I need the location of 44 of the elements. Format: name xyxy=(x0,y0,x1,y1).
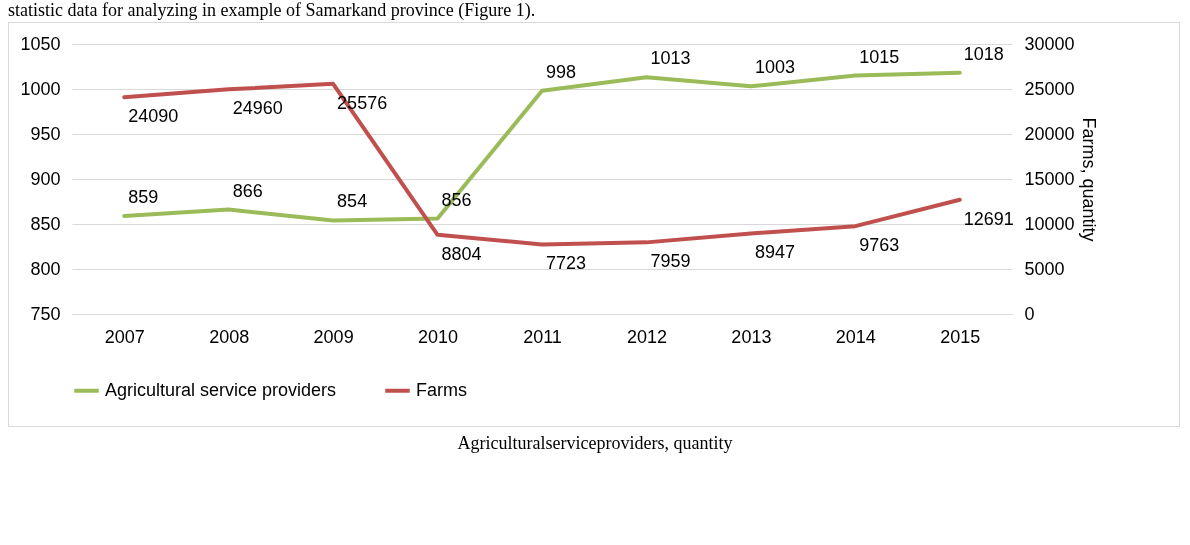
y-tick-label: 900 xyxy=(30,168,61,189)
x-tick-label: 2013 xyxy=(731,326,772,347)
y-tick-label: 800 xyxy=(30,258,61,279)
data-label: 8804 xyxy=(441,243,482,264)
x-tick-label: 2014 xyxy=(835,326,876,347)
y-tick-label: 1050 xyxy=(20,33,61,54)
legend-label: Agricultural service providers xyxy=(105,379,337,400)
y2-axis-title: Farms, quantity xyxy=(1078,117,1099,242)
data-label: 854 xyxy=(337,191,368,212)
y-tick-label: 850 xyxy=(30,213,61,234)
x-tick-label: 2012 xyxy=(626,326,667,347)
data-label: 1015 xyxy=(859,46,900,67)
x-tick-label: 2007 xyxy=(104,326,145,347)
x-tick-label: 2008 xyxy=(209,326,250,347)
x-tick-label: 2010 xyxy=(418,326,459,347)
x-tick-label: 2011 xyxy=(523,326,562,347)
text: statistic data for analyzing in example of Samarkand province (Figure 1). xyxy=(7,0,537,20)
x-tick-label: 2009 xyxy=(313,326,354,347)
y-tick-label: 750 xyxy=(30,303,61,324)
y-tick-label: 1000 xyxy=(20,78,61,99)
y2-tick-label: 15000 xyxy=(1024,168,1075,189)
y2-tick-label: 25000 xyxy=(1024,78,1075,99)
y2-tick-label: 0 xyxy=(1024,303,1035,324)
text: Agriculturalserviceproviders, quantity xyxy=(456,433,734,454)
data-label: 1018 xyxy=(963,43,1004,64)
data-label: 24090 xyxy=(128,106,179,127)
y2-tick-label: 5000 xyxy=(1024,258,1065,279)
y2-tick-label: 10000 xyxy=(1024,213,1075,234)
y-tick-label: 950 xyxy=(30,123,61,144)
data-label: 12691 xyxy=(963,208,1014,229)
data-label: 8947 xyxy=(754,242,795,263)
data-label: 1013 xyxy=(650,48,691,69)
data-label: 7723 xyxy=(546,253,587,274)
data-label: 866 xyxy=(232,180,263,201)
data-label: 24960 xyxy=(232,98,283,119)
legend-label: Farms xyxy=(416,379,467,400)
data-label: 9763 xyxy=(859,235,900,256)
data-label: 859 xyxy=(128,186,159,207)
data-label: 7959 xyxy=(650,251,691,272)
data-label: 998 xyxy=(546,61,577,82)
y2-tick-label: 20000 xyxy=(1024,123,1075,144)
y2-tick-label: 30000 xyxy=(1024,33,1075,54)
x-tick-label: 2015 xyxy=(940,326,981,347)
data-label: 1003 xyxy=(754,57,795,78)
